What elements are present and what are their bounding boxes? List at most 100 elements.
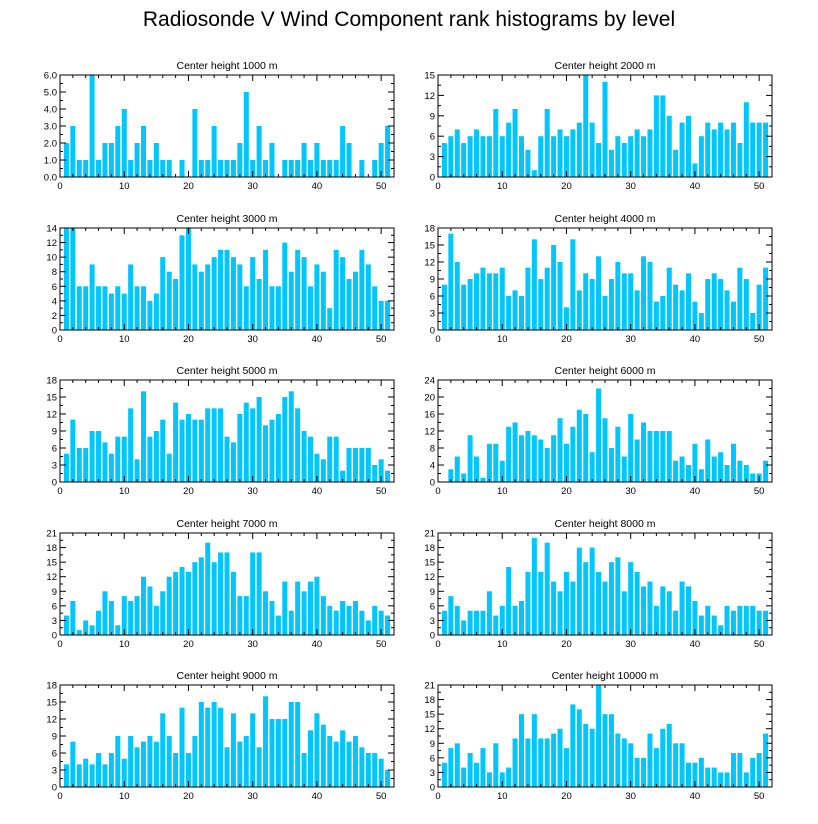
histogram-bar xyxy=(372,286,378,330)
histogram-bar xyxy=(314,264,320,330)
histogram-bar xyxy=(480,610,486,635)
histogram-bar xyxy=(499,267,505,330)
histogram-bar xyxy=(198,557,204,635)
y-tick-label: 9 xyxy=(430,275,435,286)
x-tick-label: 10 xyxy=(119,486,130,497)
histogram-bar xyxy=(173,402,179,482)
histogram-bar xyxy=(198,702,204,787)
histogram-bar xyxy=(474,456,480,482)
histogram-bar xyxy=(653,301,659,330)
histogram-bar xyxy=(96,753,102,787)
histogram-bar xyxy=(378,758,384,787)
histogram-bar xyxy=(653,605,659,635)
y-tick-label: 12 xyxy=(46,572,57,583)
histogram-bar xyxy=(282,242,288,330)
histogram-bar xyxy=(83,160,89,177)
histogram-bar xyxy=(263,591,269,635)
panel-title: Center height 6000 m xyxy=(555,365,656,377)
y-tick-label: 8 xyxy=(430,444,435,455)
histogram-bar xyxy=(641,256,647,330)
histogram-bar xyxy=(686,115,692,177)
histogram-bar xyxy=(76,764,82,787)
histogram-bar xyxy=(679,581,685,635)
histogram-bar xyxy=(346,605,352,635)
histogram-bar xyxy=(557,591,563,635)
histogram-bar xyxy=(467,753,473,787)
histogram-bar xyxy=(359,249,365,330)
histogram-bar xyxy=(346,741,352,787)
histogram-bar xyxy=(756,284,762,330)
y-tick-label: 3.0 xyxy=(44,122,57,133)
histogram-bar xyxy=(153,605,159,635)
histogram-bar xyxy=(102,286,108,330)
histogram-bar xyxy=(750,757,756,787)
histogram-bar xyxy=(608,149,614,177)
histogram-bar xyxy=(711,273,717,330)
histogram-bar xyxy=(750,605,756,635)
histogram-bar xyxy=(615,262,621,330)
histogram-bar xyxy=(461,620,467,635)
histogram-bar xyxy=(743,605,749,635)
x-tick-label: 50 xyxy=(376,334,387,345)
histogram-bar xyxy=(750,473,756,482)
histogram-bar xyxy=(192,419,198,482)
histogram-bar xyxy=(499,605,505,635)
histogram-bar xyxy=(385,770,391,787)
histogram-bar xyxy=(589,452,595,482)
histogram-bar xyxy=(647,129,653,177)
histogram-bar xyxy=(230,713,236,787)
histogram-bar xyxy=(147,160,153,177)
histogram-bar xyxy=(365,264,371,330)
histogram-bar xyxy=(576,709,582,787)
histogram-bar xyxy=(557,418,563,482)
histogram-bar xyxy=(147,300,153,330)
y-tick-label: 3 xyxy=(52,766,57,777)
histogram-bar xyxy=(320,724,326,787)
histogram-bar xyxy=(705,279,711,330)
histogram-bar xyxy=(563,307,569,330)
histogram-bar xyxy=(134,596,140,635)
histogram-bar xyxy=(506,567,512,635)
histogram-bar xyxy=(205,707,211,787)
histogram-bar xyxy=(102,591,108,635)
histogram-bar xyxy=(314,453,320,482)
histogram-bar xyxy=(115,736,121,787)
y-tick-label: 6 xyxy=(430,292,435,303)
x-tick-label: 40 xyxy=(690,181,701,192)
histogram-bar xyxy=(166,576,172,635)
histogram-bar xyxy=(724,290,730,330)
histogram-bar xyxy=(76,286,82,330)
histogram-panel: Center height 8000 m 0 10 20 30 40 50 0 3 6 9 12 15 1… xyxy=(424,518,773,650)
histogram-bar xyxy=(333,249,339,330)
histogram-bar xyxy=(288,160,294,177)
y-tick-label: 18 xyxy=(46,376,57,387)
histogram-bar xyxy=(179,707,185,787)
x-tick-label: 20 xyxy=(183,181,194,192)
histogram-bar xyxy=(589,728,595,787)
panel-title: Center height 7000 m xyxy=(177,518,278,530)
histogram-bar xyxy=(359,448,365,482)
x-tick-label: 50 xyxy=(754,486,765,497)
histogram-bar xyxy=(372,605,378,635)
histogram-bar xyxy=(570,581,576,635)
histogram-bar xyxy=(89,764,95,787)
histogram-panel: Center height 10000 m 0 10 20 30 40 50 0 3 6 9 12 15… xyxy=(424,670,773,802)
y-tick-label: 15 xyxy=(46,698,57,709)
histogram-bar xyxy=(737,753,743,787)
histogram-bar xyxy=(301,431,307,482)
x-tick-label: 30 xyxy=(247,639,258,650)
histogram-bar xyxy=(499,460,505,482)
histogram-bar xyxy=(134,747,140,787)
y-tick-label: 6 xyxy=(52,444,57,455)
histogram-bar xyxy=(250,408,256,482)
x-tick-label: 40 xyxy=(690,334,701,345)
y-tick-label: 9 xyxy=(430,587,435,598)
y-tick-label: 15 xyxy=(424,558,435,569)
histogram-bar xyxy=(160,160,166,177)
histogram-bar xyxy=(237,741,243,787)
histogram-bar xyxy=(121,758,127,787)
y-tick-label: 3 xyxy=(52,461,57,472)
histogram-bar xyxy=(763,122,769,177)
histogram-bar xyxy=(531,714,537,787)
